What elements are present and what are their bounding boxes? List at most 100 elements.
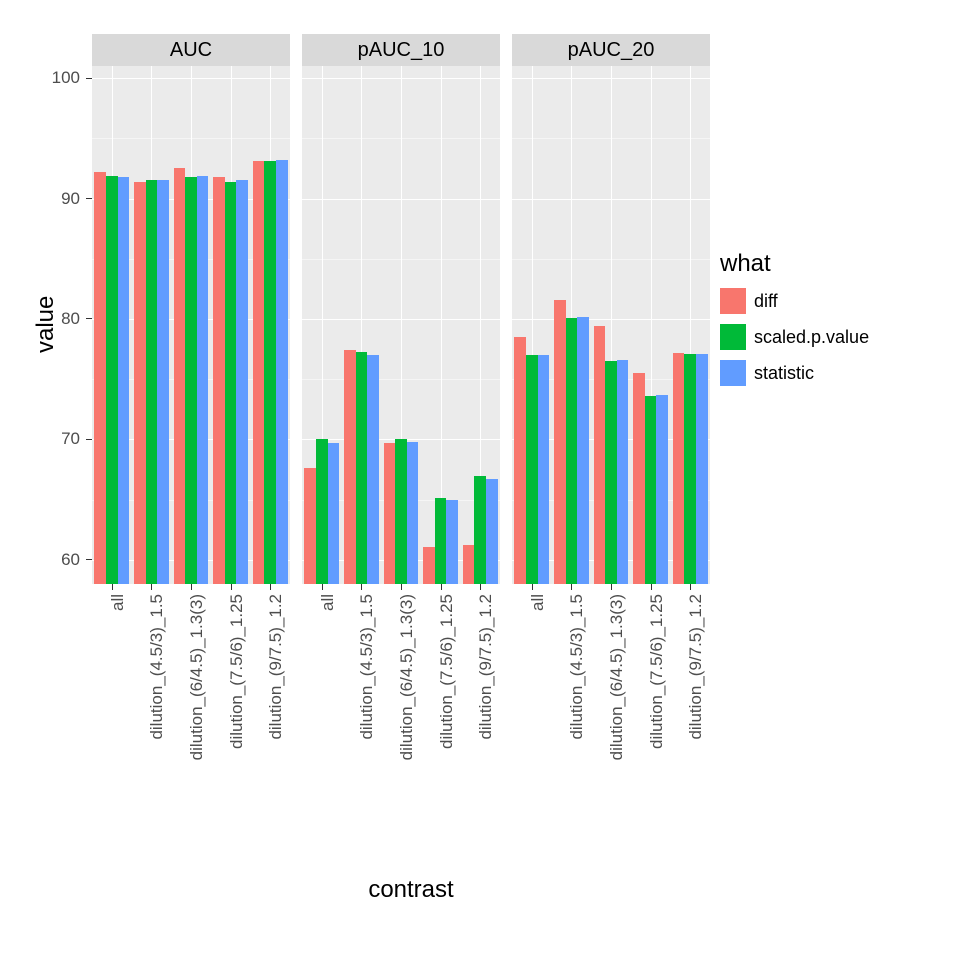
- x-tick: dilution_(9/7.5)_1.2: [480, 584, 481, 590]
- bar: [566, 318, 578, 584]
- y-tick-label: 80: [61, 309, 82, 329]
- bar: [236, 180, 248, 584]
- bar: [304, 468, 316, 584]
- bar: [146, 180, 158, 584]
- bar: [684, 354, 696, 584]
- legend-label: statistic: [754, 363, 814, 384]
- bar: [134, 182, 146, 584]
- plot-area: [512, 66, 710, 584]
- y-tick-mark: [86, 198, 92, 199]
- plot-area: [92, 66, 290, 584]
- bar: [605, 361, 617, 584]
- y-tick: 100: [52, 68, 92, 88]
- x-tick-mark: [151, 584, 152, 590]
- bar: [197, 176, 209, 584]
- bar: [577, 317, 589, 584]
- bar: [185, 177, 197, 584]
- x-tick: dilution_(7.5/6)_1.25: [441, 584, 442, 590]
- bar: [213, 177, 225, 584]
- y-tick-mark: [86, 559, 92, 560]
- x-tick-label: dilution_(7.5/6)_1.25: [437, 594, 457, 749]
- y-tick-mark: [86, 318, 92, 319]
- x-tick-label: dilution_(4.5/3)_1.5: [357, 594, 377, 740]
- y-tick: 90: [61, 189, 92, 209]
- chart-stage: value AUC60708090100alldilution_(4.5/3)_…: [0, 0, 960, 960]
- x-tick-label: dilution_(7.5/6)_1.25: [647, 594, 667, 749]
- x-tick-label: all: [108, 594, 128, 611]
- y-tick: 60: [61, 550, 92, 570]
- x-tick: dilution_(9/7.5)_1.2: [690, 584, 691, 590]
- x-tick-mark: [611, 584, 612, 590]
- x-tick-mark: [441, 584, 442, 590]
- bar: [514, 337, 526, 584]
- x-tick: dilution_(6/4.5)_1.3(3): [611, 584, 612, 590]
- x-tick-label: dilution_(9/7.5)_1.2: [476, 594, 496, 740]
- bar: [316, 439, 328, 584]
- bar: [157, 180, 169, 584]
- facet-panel: AUC60708090100alldilution_(4.5/3)_1.5dil…: [92, 34, 290, 584]
- x-tick-mark: [361, 584, 362, 590]
- facet-panel: pAUC_20alldilution_(4.5/3)_1.5dilution_(…: [512, 34, 710, 584]
- bar: [696, 354, 708, 584]
- facet-strip: AUC: [92, 34, 290, 66]
- x-tick-mark: [191, 584, 192, 590]
- bar: [395, 439, 407, 584]
- bar: [446, 500, 458, 584]
- x-tick: dilution_(4.5/3)_1.5: [571, 584, 572, 590]
- x-tick-label: all: [528, 594, 548, 611]
- plot-area: [302, 66, 500, 584]
- bar: [463, 545, 475, 584]
- bar: [367, 355, 379, 584]
- bar: [526, 355, 538, 584]
- x-tick-label: dilution_(4.5/3)_1.5: [567, 594, 587, 740]
- bar: [253, 161, 265, 584]
- legend-title: what: [720, 250, 869, 278]
- legend-swatch: [720, 360, 746, 386]
- bar: [174, 168, 186, 584]
- x-tick: dilution_(4.5/3)_1.5: [151, 584, 152, 590]
- x-tick-label: dilution_(6/4.5)_1.3(3): [397, 594, 417, 760]
- legend-item: scaled.p.value: [720, 324, 869, 350]
- facet-panel: pAUC_10alldilution_(4.5/3)_1.5dilution_(…: [302, 34, 500, 584]
- y-tick-label: 60: [61, 550, 82, 570]
- legend-swatch: [720, 324, 746, 350]
- bar: [656, 395, 668, 584]
- bar: [617, 360, 629, 584]
- bar: [356, 352, 368, 584]
- x-tick-mark: [571, 584, 572, 590]
- x-tick: dilution_(6/4.5)_1.3(3): [401, 584, 402, 590]
- y-tick-mark: [86, 78, 92, 79]
- x-tick: dilution_(7.5/6)_1.25: [231, 584, 232, 590]
- x-tick-mark: [690, 584, 691, 590]
- x-tick-mark: [231, 584, 232, 590]
- x-tick-mark: [270, 584, 271, 590]
- bar: [264, 161, 276, 584]
- x-tick: dilution_(6/4.5)_1.3(3): [191, 584, 192, 590]
- bar: [645, 396, 657, 584]
- x-axis-label: contrast: [351, 876, 471, 904]
- bar: [423, 547, 435, 584]
- bar: [328, 443, 340, 584]
- legend-swatch: [720, 288, 746, 314]
- x-tick-mark: [112, 584, 113, 590]
- x-tick-label: dilution_(9/7.5)_1.2: [266, 594, 286, 740]
- bar: [106, 176, 118, 584]
- bar: [225, 182, 237, 584]
- x-tick-mark: [532, 584, 533, 590]
- y-tick: 70: [61, 429, 92, 449]
- legend-item: diff: [720, 288, 869, 314]
- x-tick-label: dilution_(6/4.5)_1.3(3): [187, 594, 207, 760]
- y-tick-label: 90: [61, 189, 82, 209]
- x-tick: dilution_(4.5/3)_1.5: [361, 584, 362, 590]
- bar: [486, 479, 498, 584]
- y-tick-label: 100: [52, 68, 82, 88]
- bar: [633, 373, 645, 584]
- x-tick: all: [322, 584, 323, 590]
- bar: [673, 353, 685, 584]
- x-tick-mark: [651, 584, 652, 590]
- bar: [276, 160, 288, 584]
- y-axis-label: value: [32, 296, 60, 353]
- x-tick: dilution_(9/7.5)_1.2: [270, 584, 271, 590]
- x-tick-label: dilution_(4.5/3)_1.5: [147, 594, 167, 740]
- bar: [538, 355, 550, 584]
